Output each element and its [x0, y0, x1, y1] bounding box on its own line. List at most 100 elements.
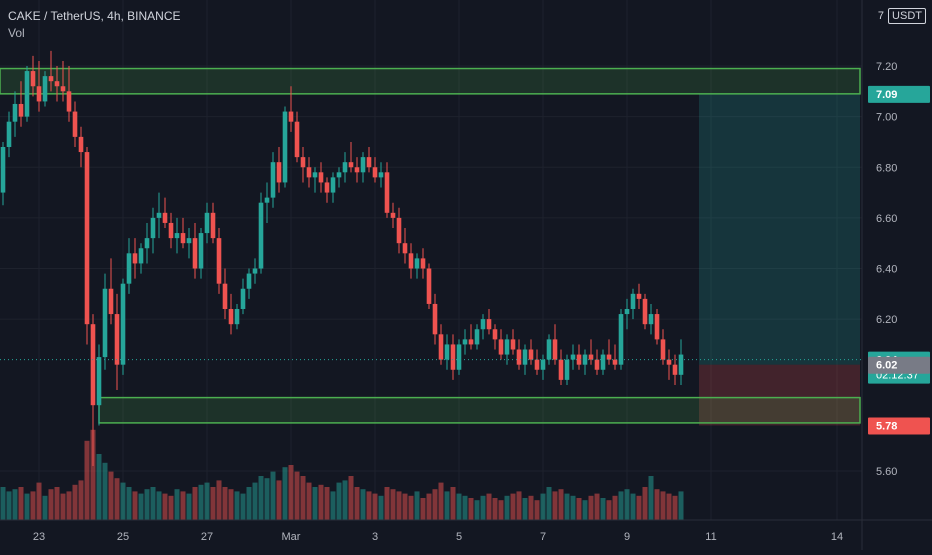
symbol-title: CAKE / TetherUS, 4h, BINANCE [8, 9, 181, 23]
volume-bar [78, 480, 84, 520]
volume-bar [258, 476, 264, 520]
candle-body [582, 354, 588, 365]
chart-legend: CAKE / TetherUS, 4h, BINANCE Vol [8, 8, 181, 42]
volume-bar [558, 489, 564, 520]
volume-bar [276, 480, 282, 520]
volume-bar [210, 487, 216, 520]
price-label-text: 6.02 [876, 360, 897, 372]
volume-bar [144, 489, 150, 520]
candle-body [258, 202, 264, 269]
candle-body [324, 182, 330, 193]
x-tick-label: 27 [201, 531, 213, 543]
volume-bar [666, 493, 672, 520]
volume-bar [678, 491, 684, 520]
candle-body [318, 172, 324, 183]
candle-body [426, 268, 432, 304]
candle-body [222, 283, 228, 309]
volume-bar [582, 500, 588, 520]
volume-bar [312, 487, 318, 520]
candle-body [348, 162, 354, 168]
candle-body [240, 288, 246, 309]
volume-bar [198, 484, 204, 520]
volume-bar [618, 491, 624, 520]
volume-bar [570, 495, 576, 520]
price-label-text: 5.78 [876, 420, 897, 432]
volume-bar [294, 471, 300, 520]
x-tick-label: 11 [705, 531, 716, 543]
volume-bar [534, 500, 540, 520]
volume-bar [150, 487, 156, 520]
y-tick-label: 7.20 [876, 61, 897, 73]
volume-bar [330, 491, 336, 520]
candle-body [468, 339, 474, 345]
candle-body [516, 349, 522, 365]
candle-body [408, 253, 414, 269]
candle-body [378, 172, 384, 178]
volume-bar [336, 482, 342, 520]
candle-body [420, 258, 426, 269]
volume-bar [162, 493, 168, 520]
candle-body [492, 329, 498, 340]
candle-body [294, 121, 300, 158]
candle-body [678, 354, 684, 375]
price-label-cursor [868, 356, 930, 374]
volume-bar [252, 482, 258, 520]
candle-body [624, 309, 630, 315]
currency-unit-badge[interactable]: USDT [888, 8, 926, 24]
candle-body [564, 359, 570, 380]
volume-bar [156, 491, 162, 520]
candle-body [24, 71, 30, 117]
candle-body [204, 212, 210, 234]
candle-body [282, 111, 288, 183]
volume-bar [390, 489, 396, 520]
candle-body [588, 354, 594, 360]
position-stop-area [699, 364, 860, 426]
volume-bar [174, 489, 180, 520]
candle-body [108, 288, 114, 315]
volume-bar [342, 480, 348, 520]
price-label-target [868, 85, 930, 103]
volume-bar [126, 487, 132, 520]
candle-body [198, 233, 204, 269]
volume-bar [42, 495, 48, 520]
volume-bar [480, 495, 486, 520]
candle-body [90, 324, 96, 406]
y-tick-label: 7.00 [876, 112, 897, 124]
volume-bar [420, 498, 426, 520]
volume-bar [264, 478, 270, 520]
volume-bar [360, 489, 366, 520]
candle-body [78, 136, 84, 153]
candle-body [150, 217, 156, 239]
volume-bar [552, 491, 558, 520]
candle-body [474, 329, 480, 345]
candle-body [576, 354, 582, 365]
volume-bar [300, 476, 306, 520]
volume-bar [324, 487, 330, 520]
candle-body [252, 268, 258, 274]
candle-body [234, 309, 240, 325]
volume-bar [318, 484, 324, 520]
candle-body [390, 212, 396, 218]
candle-body [72, 111, 78, 137]
candle-body [84, 152, 90, 325]
candle-body [462, 339, 468, 345]
candle-body [126, 253, 132, 284]
volume-bar [426, 493, 432, 520]
volume-bar [282, 467, 288, 520]
volume-bar [624, 489, 630, 520]
volume-bar [432, 489, 438, 520]
volume-bar [240, 493, 246, 520]
candle-body [102, 288, 108, 358]
candle-body [174, 233, 180, 239]
candle-body [534, 359, 540, 370]
candle-body [486, 319, 492, 330]
volume-bar [474, 500, 480, 520]
volume-bar [288, 465, 294, 520]
volume-bar [672, 495, 678, 520]
volume-bar [234, 491, 240, 520]
candle-body [594, 359, 600, 370]
y-tick-label: 5.60 [876, 466, 897, 478]
volume-bar [138, 493, 144, 520]
